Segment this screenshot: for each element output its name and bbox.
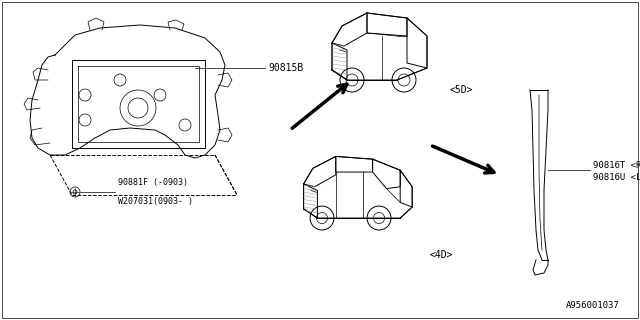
- Text: W207031(0903- ): W207031(0903- ): [118, 197, 193, 206]
- Text: <5D>: <5D>: [450, 85, 474, 95]
- Circle shape: [392, 68, 416, 92]
- Circle shape: [367, 206, 391, 230]
- Text: 90881F (-0903): 90881F (-0903): [118, 178, 188, 187]
- Text: A956001037: A956001037: [566, 301, 620, 310]
- Circle shape: [340, 68, 364, 92]
- Text: 90816U <LH>: 90816U <LH>: [593, 173, 640, 182]
- Circle shape: [310, 206, 334, 230]
- Text: 90815B: 90815B: [268, 63, 303, 73]
- Text: <4D>: <4D>: [430, 250, 454, 260]
- Text: 90816T <RH>: 90816T <RH>: [593, 161, 640, 170]
